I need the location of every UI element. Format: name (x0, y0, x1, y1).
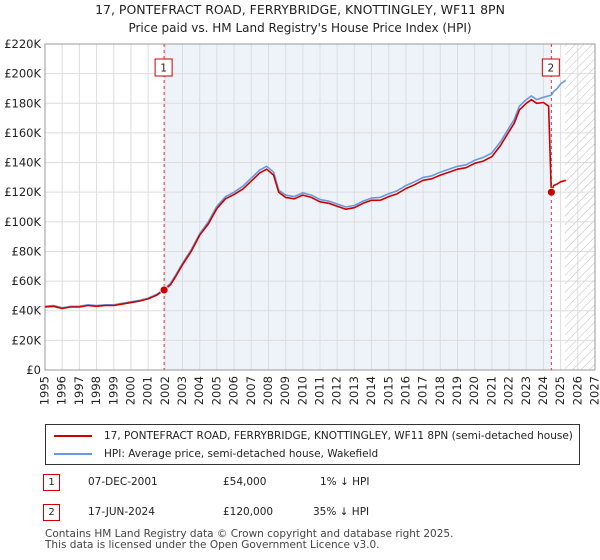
x-tick-label: 2025 (553, 376, 567, 405)
ownership-shade (164, 44, 552, 370)
x-tick-label: 1995 (38, 376, 52, 405)
x-tick-label: 1996 (55, 376, 69, 405)
x-tick-label: 2010 (295, 376, 309, 405)
sale-marker-box (541, 58, 560, 77)
legend-swatch-hpi (54, 453, 92, 455)
legend-item-property: 17, PONTEFRACT ROAD, FERRYBRIDGE, KNOTTI… (54, 427, 573, 445)
price-chart: 17, PONTEFRACT ROAD, FERRYBRIDGE, KNOTTI… (4, 2, 600, 405)
x-tick-label: 2019 (450, 376, 464, 405)
y-tick-label: £40K (12, 304, 42, 318)
x-tick-label: 2007 (244, 376, 258, 405)
plot-border (44, 43, 596, 371)
x-tick-label: 2023 (519, 376, 533, 405)
x-tick-label: 2015 (381, 376, 395, 405)
y-tick-label: £120K (4, 185, 41, 199)
x-tick-label: 2011 (313, 376, 327, 405)
legend-label-hpi: HPI: Average price, semi-detached house,… (104, 448, 379, 460)
x-tick-label: 2008 (261, 376, 275, 405)
y-tick-label: £80K (12, 244, 42, 258)
x-tick-label: 2017 (416, 376, 430, 405)
x-tick-label: 2016 (398, 376, 412, 405)
footer-attribution: Contains HM Land Registry data © Crown c… (45, 529, 453, 551)
sale-point (159, 285, 169, 295)
x-tick-label: 2000 (123, 376, 137, 405)
x-tick-label: 1999 (106, 376, 120, 405)
chart-subtitle: Price paid vs. HM Land Registry's House … (128, 21, 471, 35)
y-tick-label: £20K (12, 333, 42, 347)
sale-number-badge: 1 (43, 474, 60, 491)
sale-hpi-diff: 1% ↓ HPI (320, 476, 370, 488)
x-tick-label: 2012 (330, 376, 344, 405)
x-tick-label: 2001 (141, 376, 155, 405)
sale-price: £120,000 (223, 506, 274, 518)
legend: 17, PONTEFRACT ROAD, FERRYBRIDGE, KNOTTI… (45, 424, 580, 465)
x-tick-label: 2006 (227, 376, 241, 405)
x-tick-label: 2009 (278, 376, 292, 405)
sale-marker-box (154, 58, 173, 77)
sale-date: 07-DEC-2001 (88, 476, 158, 488)
x-tick-label: 2024 (536, 376, 550, 405)
y-tick-label: £180K (4, 96, 41, 110)
y-tick-label: £200K (4, 67, 41, 81)
y-tick-label: £100K (4, 215, 41, 229)
x-tick-label: 2005 (209, 376, 223, 405)
x-tick-label: 2004 (192, 376, 206, 405)
x-tick-label: 2022 (502, 376, 516, 405)
sale-point (546, 187, 556, 197)
x-tick-label: 2021 (484, 376, 498, 405)
y-tick-label: £140K (4, 156, 41, 170)
legend-label-property: 17, PONTEFRACT ROAD, FERRYBRIDGE, KNOTTI… (104, 430, 573, 442)
x-tick-label: 2003 (175, 376, 189, 405)
sale-hpi-diff: 35% ↓ HPI (313, 506, 370, 518)
x-tick-label: 2013 (347, 376, 361, 405)
x-tick-label: 2026 (570, 376, 584, 405)
x-tick-label: 1997 (72, 376, 86, 405)
sale-marker-label: 2 (548, 63, 555, 75)
y-tick-label: £0 (26, 363, 41, 377)
y-tick-label: £220K (4, 37, 41, 51)
sale-date: 17-JUN-2024 (88, 506, 155, 518)
sale-price: £54,000 (223, 476, 267, 488)
y-tick-label: £160K (4, 126, 41, 140)
y-tick-label: £60K (12, 274, 42, 288)
footer-copyright: Contains HM Land Registry data © Crown c… (45, 528, 454, 540)
forecast-hatch (564, 44, 595, 370)
legend-item-hpi: HPI: Average price, semi-detached house,… (54, 445, 378, 463)
sale-marker-label: 1 (160, 63, 167, 75)
x-tick-label: 2018 (433, 376, 447, 405)
sale-number-badge: 2 (43, 504, 60, 521)
x-tick-label: 2027 (588, 376, 600, 405)
property-price-line (44, 98, 567, 310)
legend-swatch-property (54, 435, 92, 437)
chart-title: 17, PONTEFRACT ROAD, FERRYBRIDGE, KNOTTI… (95, 2, 505, 17)
footer-licence: This data is licensed under the Open Gov… (45, 539, 380, 551)
x-tick-label: 1998 (89, 376, 103, 405)
x-tick-label: 2020 (467, 376, 481, 405)
x-tick-label: 2002 (158, 376, 172, 405)
x-tick-label: 2014 (364, 376, 378, 405)
